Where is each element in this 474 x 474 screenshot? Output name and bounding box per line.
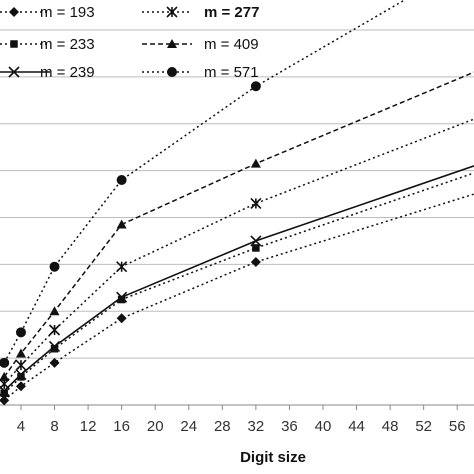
series-x <box>0 165 474 397</box>
legend-label: m = 193 <box>40 4 95 21</box>
legend-entry: m = 193 <box>0 4 95 21</box>
series-line <box>3 172 474 394</box>
legend-label: m = 233 <box>40 36 95 53</box>
x-tick-label: 56 <box>449 418 466 435</box>
data-point <box>250 257 261 268</box>
data-point <box>116 291 128 303</box>
data-point <box>49 261 60 272</box>
data-point <box>166 6 178 18</box>
data-point <box>9 7 19 17</box>
x-tick-label: 44 <box>348 418 365 435</box>
x-tick-label: 32 <box>248 418 265 435</box>
data-point <box>0 357 10 368</box>
legend-entry: m = 571 <box>142 64 259 81</box>
legend-entry: m = 409 <box>142 36 259 53</box>
x-tick-label: 16 <box>113 418 130 435</box>
data-point <box>10 40 18 48</box>
data-point <box>49 306 60 316</box>
series-diamond <box>0 193 474 406</box>
data-point <box>8 66 20 78</box>
grid-lines <box>0 29 474 359</box>
series-line <box>3 165 474 392</box>
data-point <box>116 261 128 273</box>
data-point <box>250 158 261 168</box>
data-point <box>117 295 126 304</box>
data-point <box>116 219 127 229</box>
legend-entry: m = 239 <box>0 64 95 81</box>
data-point <box>15 381 26 392</box>
data-point <box>0 389 8 398</box>
series-group <box>0 0 474 406</box>
data-point <box>250 81 261 92</box>
data-point <box>116 313 127 324</box>
data-point <box>15 368 27 381</box>
x-tick-label: 24 <box>180 418 197 435</box>
legend-entry: m = 277 <box>142 4 259 21</box>
x-tick-label: 48 <box>382 418 399 435</box>
data-point <box>250 197 262 210</box>
series-circle <box>0 0 407 368</box>
data-point <box>49 357 60 368</box>
legend: m = 193 m = 277 m = 233 m = 409 m = 239 m = 5… <box>0 4 259 81</box>
data-point <box>50 345 59 353</box>
data-point <box>15 348 26 358</box>
legend-label: m = 277 <box>204 4 259 21</box>
legend-label: m = 239 <box>40 64 95 81</box>
x-tick-label: 52 <box>415 418 432 435</box>
x-tick-label: 12 <box>80 418 97 435</box>
series-triangle <box>0 71 474 381</box>
x-tick-label: 28 <box>214 418 231 435</box>
data-point <box>0 395 10 406</box>
legend-entry: m = 233 <box>0 36 95 53</box>
x-tick-label: 36 <box>281 418 298 435</box>
x-tick-label: 20 <box>147 418 164 435</box>
data-point <box>116 175 127 185</box>
legend-label: m = 571 <box>204 64 259 81</box>
x-tick-label: 8 <box>50 418 58 435</box>
x-tick-label: 40 <box>315 418 332 435</box>
data-point <box>15 359 27 371</box>
legend-label: m = 409 <box>204 36 259 53</box>
x-axis-title: Digit size <box>240 449 306 466</box>
series-square <box>0 172 474 398</box>
data-point <box>15 327 26 338</box>
data-point <box>252 244 260 252</box>
data-point <box>48 324 61 336</box>
data-point <box>48 340 61 352</box>
x-axis: 4 8 12 16 20 24 28 32 36 40 44 48 52 56 <box>0 404 474 435</box>
series-line <box>3 0 407 364</box>
series-asterisk <box>0 118 474 390</box>
data-point <box>167 67 177 77</box>
series-line <box>3 193 474 401</box>
x-tick-label: 4 <box>17 418 25 435</box>
data-point <box>167 39 177 48</box>
data-point <box>17 373 25 381</box>
data-point <box>250 235 262 247</box>
data-point <box>0 371 10 381</box>
series-line <box>3 118 474 385</box>
